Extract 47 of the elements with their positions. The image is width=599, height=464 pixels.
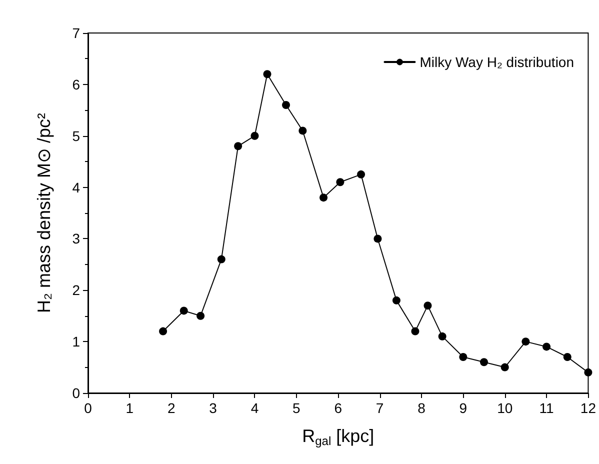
y-tick-label: 1: [72, 334, 80, 350]
point: [250, 132, 259, 140]
point: [336, 178, 344, 186]
point: [320, 194, 328, 202]
point: [180, 306, 188, 315]
point: [480, 358, 488, 366]
x-tick-label: 0: [84, 400, 92, 416]
point: [522, 338, 530, 346]
x-tick-label: 8: [418, 400, 426, 416]
point: [500, 363, 509, 372]
x-tick-label: 3: [209, 400, 218, 416]
x-tick-label: 7: [376, 400, 384, 416]
point: [217, 255, 226, 264]
point: [584, 368, 592, 376]
y-tick-label: 5: [72, 128, 80, 144]
point: [542, 342, 551, 351]
point: [563, 353, 572, 361]
point: [263, 70, 272, 78]
point: [459, 353, 468, 361]
x-tick-label: 11: [539, 400, 554, 416]
y-tick-label: 6: [72, 76, 80, 92]
x-tick-label: 10: [497, 400, 513, 416]
x-tick-label: 5: [292, 400, 301, 416]
point: [159, 327, 168, 336]
x-tick-label: 6: [334, 400, 342, 416]
legend-label: Milky Way H₂ distribution: [420, 54, 574, 70]
y-axis-title: H₂ mass density M⊙ /pc²: [34, 112, 54, 314]
y-tick-label: 7: [72, 25, 80, 41]
point: [298, 126, 307, 135]
point: [411, 327, 420, 336]
point: [196, 312, 205, 320]
x-tick-label: 9: [459, 400, 468, 416]
y-tick-label: 0: [72, 385, 80, 401]
point: [424, 302, 432, 310]
x-tick-label: 2: [167, 400, 176, 416]
point: [438, 332, 446, 340]
x-tick-label: 12: [580, 400, 596, 416]
x-tick-label: 1: [126, 400, 134, 416]
point: [282, 101, 290, 109]
point: [374, 234, 382, 243]
point: [234, 142, 242, 150]
y-tick-label: 2: [72, 282, 80, 298]
y-tick-label: 4: [72, 179, 80, 196]
point: [392, 296, 400, 304]
y-tick-label: 3: [72, 230, 80, 247]
x-tick-label: 4: [250, 400, 259, 416]
point: [357, 170, 366, 178]
